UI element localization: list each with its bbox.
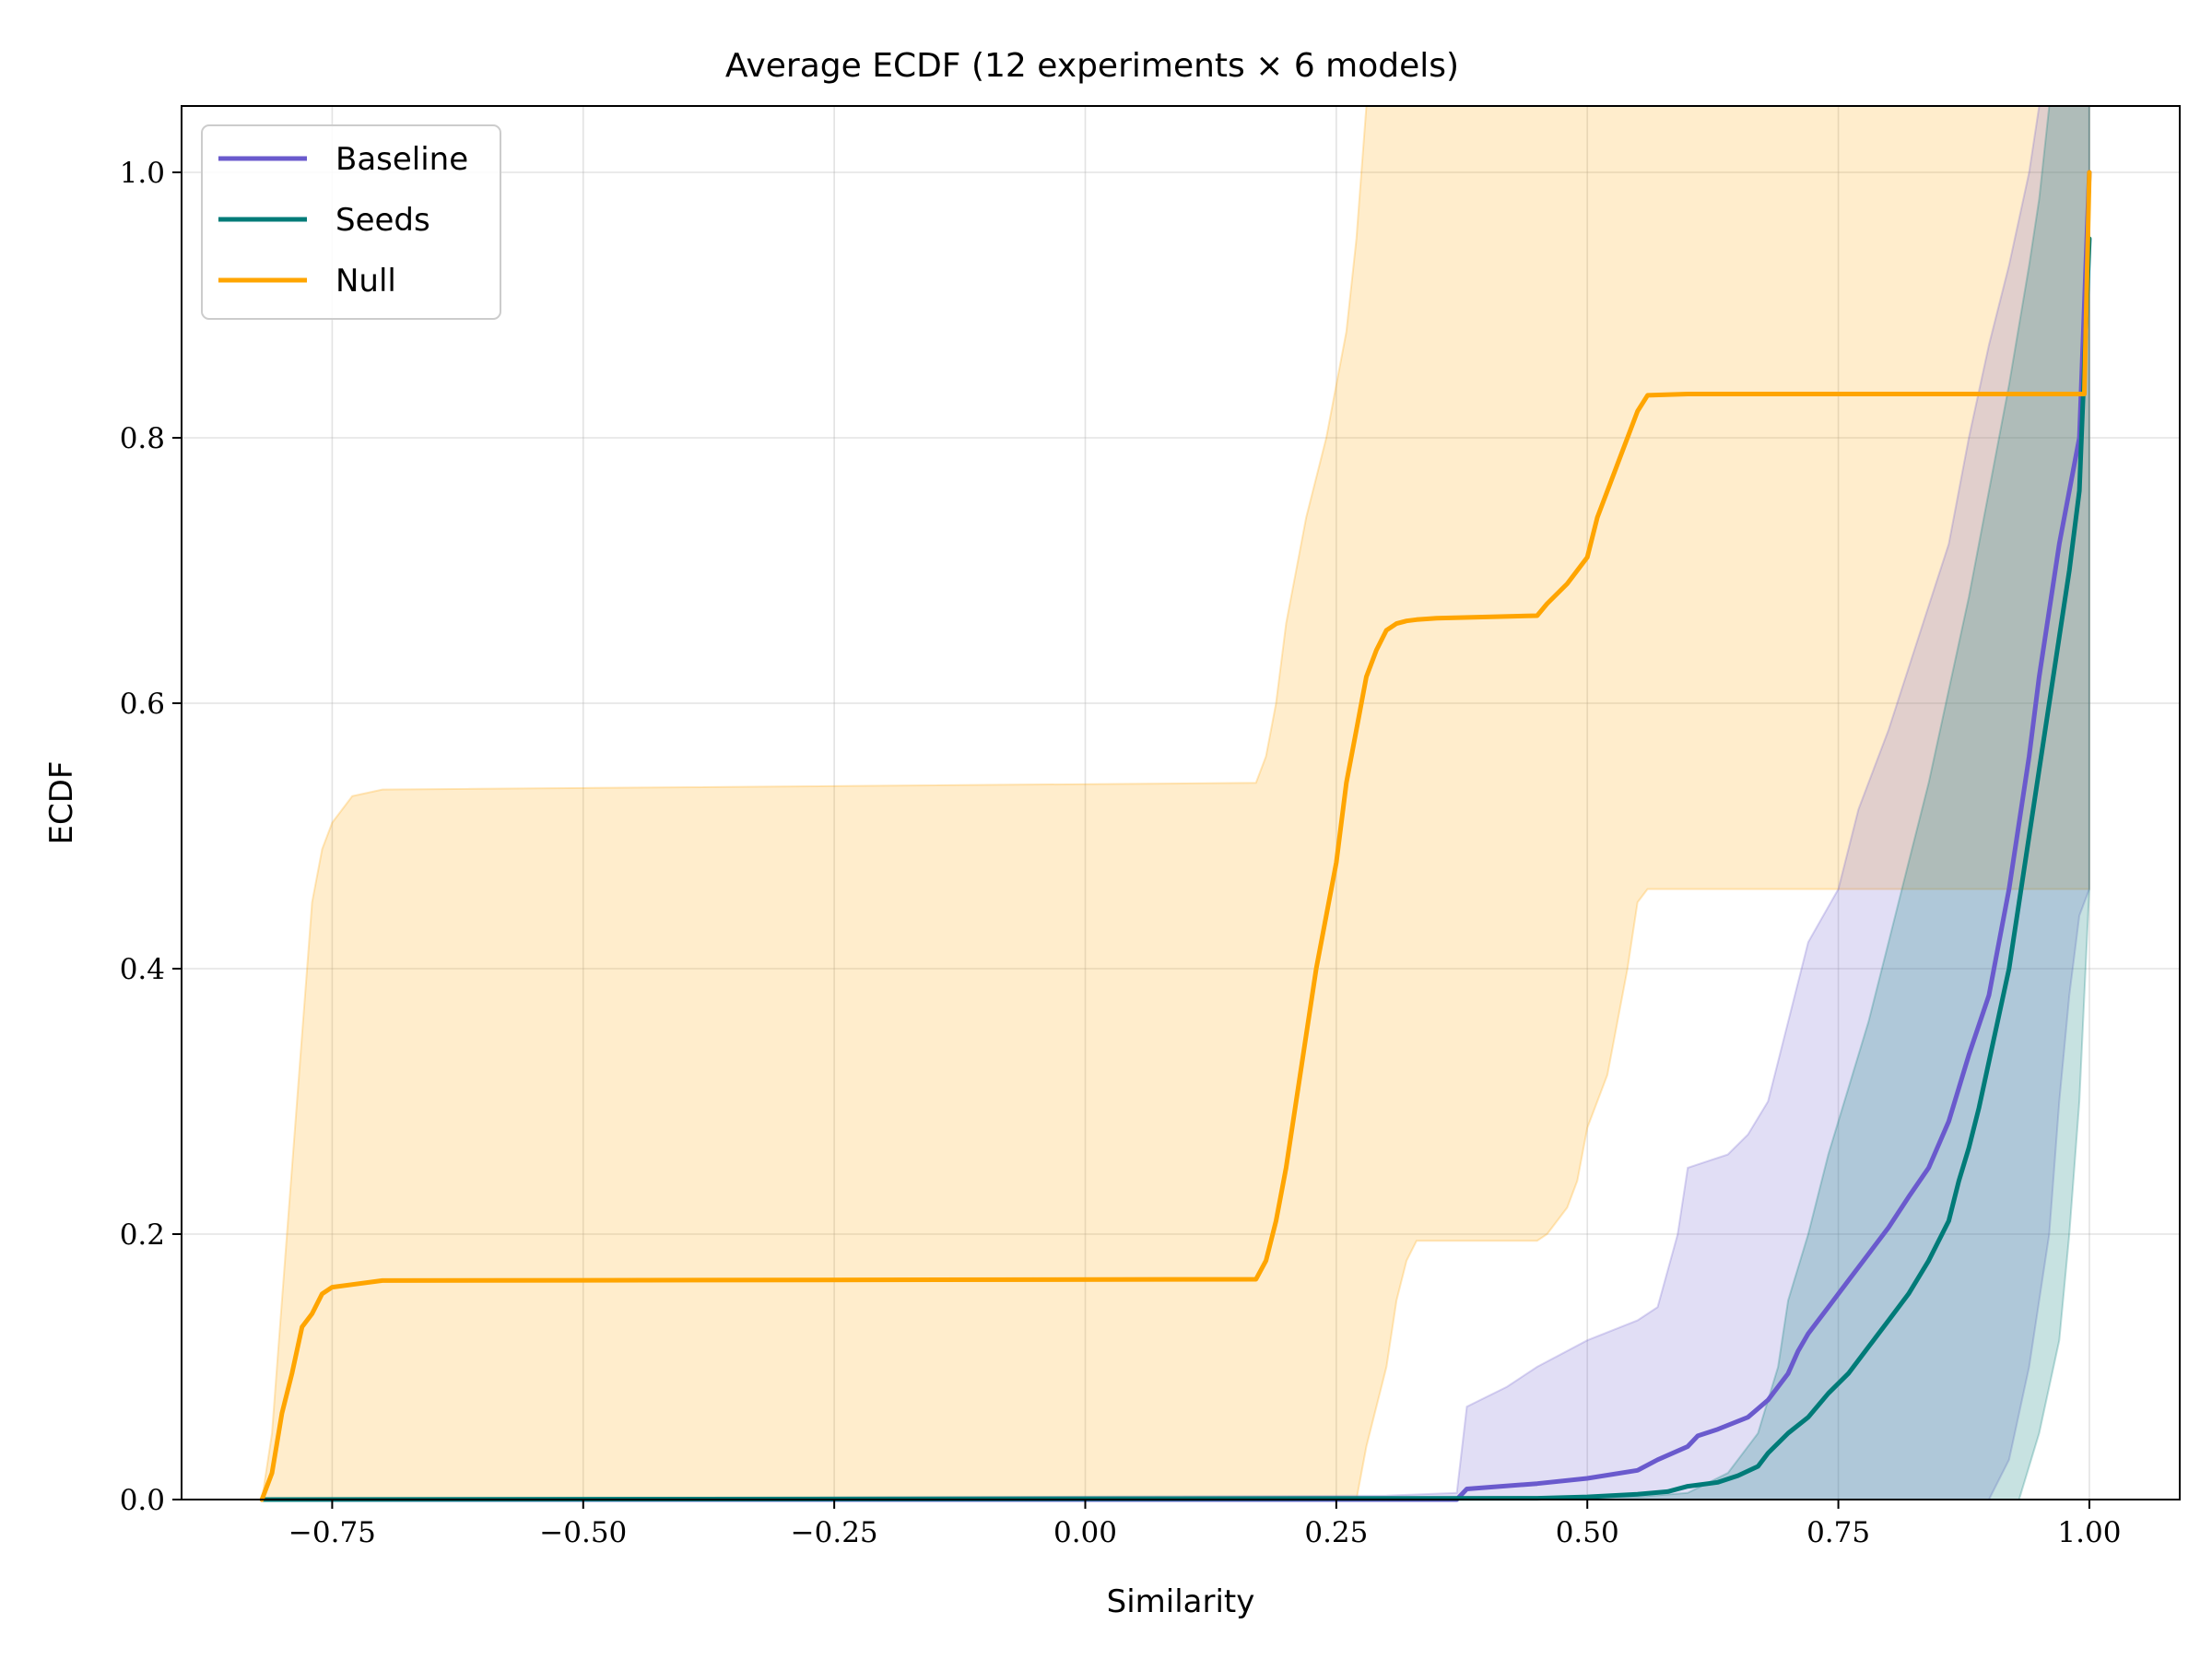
- legend: Baseline Seeds Null: [201, 124, 501, 320]
- chart-title: Average ECDF (12 experiments × 6 models): [725, 47, 1459, 85]
- y-tick-label: 0.6: [120, 688, 165, 721]
- y-tick-label: 0.8: [120, 422, 165, 455]
- legend-label-baseline: Baseline: [335, 141, 468, 178]
- x-tick-label: 0.00: [1053, 1516, 1117, 1549]
- y-tick-label: 0.0: [120, 1484, 165, 1517]
- series-lines: [259, 170, 2092, 1502]
- baseline-line: [259, 170, 2092, 1502]
- y-tick-label: 0.4: [120, 953, 165, 986]
- y-tick-label: 1.0: [120, 157, 165, 190]
- null-line: [259, 170, 2092, 1502]
- y-tick-label: 0.2: [120, 1218, 165, 1252]
- x-tick-label: 0.25: [1304, 1516, 1368, 1549]
- plot-frame: [181, 105, 2181, 1500]
- x-axis-ticks: −0.75 −0.50 −0.25 0.00 0.25 0.50 0.75 1.00: [288, 1500, 2121, 1549]
- x-tick-label: −0.75: [288, 1516, 376, 1549]
- legend-label-seeds: Seeds: [335, 202, 430, 239]
- y-axis-ticks: 0.0 0.2 0.4 0.6 0.8 1.0: [120, 157, 182, 1517]
- null-band: [261, 105, 2090, 1500]
- x-tick-label: −0.25: [791, 1516, 878, 1549]
- baseline-band: [262, 105, 2090, 1500]
- x-tick-label: −0.50: [539, 1516, 627, 1549]
- confidence-bands: [261, 105, 2090, 1500]
- seeds-line: [259, 236, 2092, 1502]
- legend-box: [201, 124, 501, 320]
- x-tick-label: 1.00: [2057, 1516, 2121, 1549]
- y-axis-label: ECDF: [43, 761, 80, 845]
- x-axis-label: Similarity: [1107, 1583, 1255, 1620]
- seeds-band: [262, 105, 2090, 1500]
- x-tick-label: 0.50: [1556, 1516, 1619, 1549]
- x-tick-label: 0.75: [1806, 1516, 1870, 1549]
- legend-label-null: Null: [335, 263, 396, 300]
